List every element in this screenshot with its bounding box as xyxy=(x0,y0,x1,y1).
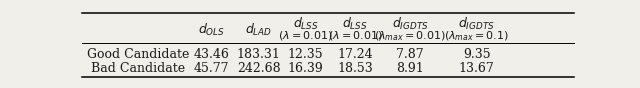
Text: 183.31: 183.31 xyxy=(237,48,280,61)
Text: $d_{OLS}$: $d_{OLS}$ xyxy=(198,22,225,38)
Text: $(\lambda = 0.01)$: $(\lambda = 0.01)$ xyxy=(278,29,333,43)
Text: $d_{LSS}$: $d_{LSS}$ xyxy=(342,16,368,32)
Text: 13.67: 13.67 xyxy=(459,62,495,75)
Text: 7.87: 7.87 xyxy=(396,48,424,61)
Text: 18.53: 18.53 xyxy=(337,62,373,75)
Text: 8.91: 8.91 xyxy=(396,62,424,75)
Text: 9.35: 9.35 xyxy=(463,48,491,61)
Text: $d_{LAD}$: $d_{LAD}$ xyxy=(245,22,272,38)
Text: 43.46: 43.46 xyxy=(193,48,229,61)
Text: 16.39: 16.39 xyxy=(288,62,324,75)
Text: 242.68: 242.68 xyxy=(237,62,280,75)
Text: $(\lambda = 0.01)$: $(\lambda = 0.01)$ xyxy=(328,29,383,43)
Text: Bad Candidate: Bad Candidate xyxy=(92,62,186,75)
Text: 12.35: 12.35 xyxy=(288,48,323,61)
Text: $(\lambda_{max} = 0.1)$: $(\lambda_{max} = 0.1)$ xyxy=(444,29,509,43)
Text: Good Candidate: Good Candidate xyxy=(87,48,189,61)
Text: $d_{IGDTS}$: $d_{IGDTS}$ xyxy=(392,16,428,32)
Text: 45.77: 45.77 xyxy=(194,62,229,75)
Text: 17.24: 17.24 xyxy=(337,48,373,61)
Text: $d_{LSS}$: $d_{LSS}$ xyxy=(293,16,319,32)
Text: $(\lambda_{max} = 0.01)$: $(\lambda_{max} = 0.01)$ xyxy=(374,29,446,43)
Text: $d_{IGDTS}$: $d_{IGDTS}$ xyxy=(458,16,495,32)
